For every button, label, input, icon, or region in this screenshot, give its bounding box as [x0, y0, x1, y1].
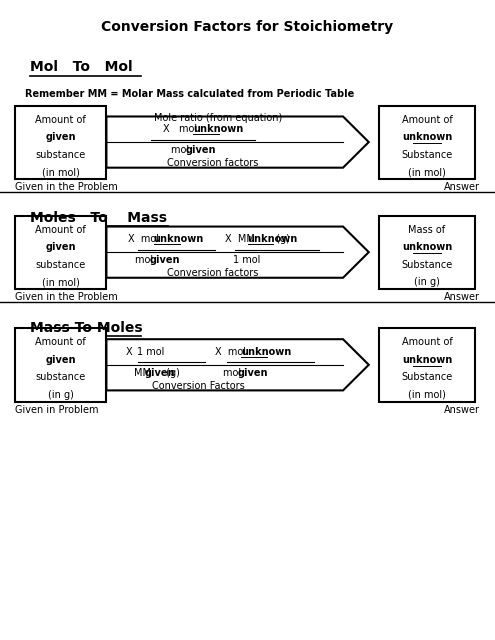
Text: X  mol: X mol — [128, 234, 162, 244]
Text: X  mol: X mol — [215, 347, 249, 357]
Text: unknown: unknown — [242, 347, 292, 357]
Text: (in g): (in g) — [48, 390, 74, 400]
Text: Mol   To   Mol: Mol To Mol — [30, 60, 132, 74]
Text: Substance: Substance — [401, 260, 452, 269]
Text: (g): (g) — [163, 368, 180, 378]
FancyBboxPatch shape — [15, 106, 106, 179]
Text: unknown: unknown — [193, 124, 244, 134]
Text: substance: substance — [36, 260, 86, 269]
Text: X: X — [126, 347, 139, 357]
Text: Amount of: Amount of — [401, 115, 452, 125]
Text: (in g): (in g) — [414, 277, 440, 287]
Text: Substance: Substance — [401, 150, 452, 159]
Text: (in mol): (in mol) — [408, 167, 446, 177]
FancyBboxPatch shape — [15, 216, 106, 289]
Text: Amount of: Amount of — [35, 337, 86, 348]
Text: Amount of: Amount of — [401, 337, 452, 348]
Text: Answer: Answer — [444, 292, 480, 302]
Text: given: given — [238, 368, 268, 378]
Text: Moles   To    Mass: Moles To Mass — [30, 211, 167, 225]
Text: mol: mol — [135, 255, 156, 266]
Text: mol: mol — [223, 368, 244, 378]
Text: 1 mol: 1 mol — [233, 255, 260, 266]
Text: given: given — [46, 242, 76, 252]
Text: unknown: unknown — [402, 132, 452, 142]
FancyBboxPatch shape — [15, 328, 106, 402]
Text: X  MM: X MM — [225, 234, 258, 244]
Text: Mole ratio (from equation): Mole ratio (from equation) — [153, 113, 282, 123]
Text: mol: mol — [171, 145, 192, 156]
Text: unknown: unknown — [153, 234, 204, 244]
Text: (g): (g) — [273, 234, 291, 244]
Text: Conversion factors: Conversion factors — [167, 268, 258, 278]
FancyBboxPatch shape — [379, 328, 475, 402]
Text: 1 mol: 1 mol — [138, 347, 165, 357]
Text: Amount of: Amount of — [35, 115, 86, 125]
Text: given: given — [186, 145, 216, 156]
Text: given: given — [145, 368, 175, 378]
Text: Given in Problem: Given in Problem — [15, 404, 99, 415]
Text: Conversion factors: Conversion factors — [167, 158, 258, 168]
FancyBboxPatch shape — [379, 106, 475, 179]
Text: unknown: unknown — [248, 234, 298, 244]
Text: (in mol): (in mol) — [42, 277, 80, 287]
Text: Remember MM = Molar Mass calculated from Periodic Table: Remember MM = Molar Mass calculated from… — [25, 89, 354, 99]
Text: Conversion Factors: Conversion Factors — [151, 381, 245, 391]
Text: given: given — [46, 132, 76, 142]
FancyBboxPatch shape — [379, 216, 475, 289]
Text: given: given — [150, 255, 181, 266]
Text: given: given — [46, 355, 76, 365]
Text: (in mol): (in mol) — [42, 167, 80, 177]
Text: Answer: Answer — [444, 182, 480, 192]
Text: Conversion Factors for Stoichiometry: Conversion Factors for Stoichiometry — [101, 20, 394, 34]
Text: Mass of: Mass of — [408, 225, 446, 235]
Text: substance: substance — [36, 150, 86, 159]
Text: (in mol): (in mol) — [408, 390, 446, 400]
Text: Given in the Problem: Given in the Problem — [15, 182, 118, 192]
Text: unknown: unknown — [402, 355, 452, 365]
Text: Answer: Answer — [444, 404, 480, 415]
Text: Given in the Problem: Given in the Problem — [15, 292, 118, 302]
Text: Amount of: Amount of — [35, 225, 86, 235]
Text: MM: MM — [134, 368, 154, 378]
Text: substance: substance — [36, 372, 86, 382]
Text: unknown: unknown — [402, 242, 452, 252]
Text: Mass To Moles: Mass To Moles — [30, 321, 143, 335]
Text: X   mol: X mol — [163, 124, 200, 134]
Text: Substance: Substance — [401, 372, 452, 382]
